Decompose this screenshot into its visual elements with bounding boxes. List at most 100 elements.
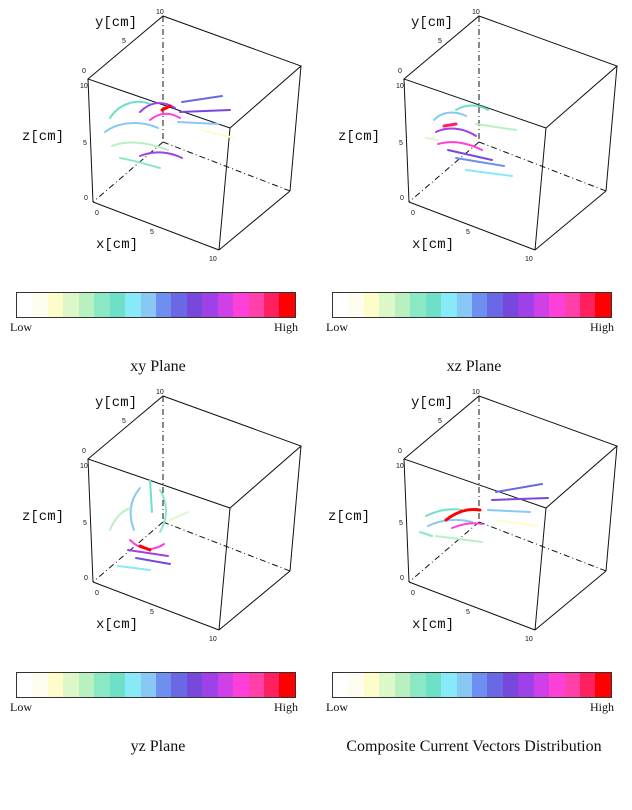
cube-hidden-edge [162,141,291,192]
y-tick-10: 10 [472,9,480,16]
colorbar-high-label: High [274,700,298,714]
colorbar-swatch [518,293,534,317]
cube-edge [92,201,220,251]
panel-caption: xz Plane [446,358,502,375]
colorbar-swatch [333,673,349,697]
colorbar-swatch [333,293,349,317]
colorbar-low-label: Low [10,320,32,334]
colorbar-swatch [125,673,141,697]
y-tick-5: 5 [122,38,126,45]
colorbar-swatch [233,673,249,697]
colorbar-swatch [564,293,580,317]
colorbar-swatch [379,293,395,317]
cube-edge [534,127,547,251]
colorbar-swatch [564,673,580,697]
cube-edge [218,507,231,631]
z-tick-0: 0 [400,195,404,202]
cube-edge [289,65,302,192]
x-tick-0: 0 [95,590,99,597]
colorbar-swatch [441,293,457,317]
z-tick-0: 0 [400,575,404,582]
x-axis-label: x[cm] [412,617,454,633]
colorbar-swatch [202,673,218,697]
colorbar-swatch [78,673,95,697]
colorbar-swatch [47,293,64,317]
colorbar-swatch [595,673,611,697]
y-tick-0: 0 [82,448,86,455]
z-tick-5: 5 [83,140,87,147]
cube-edge [289,445,302,572]
y-tick-10: 10 [156,389,164,396]
cube-edge [403,458,410,583]
panel-xz-plane: y[cm] z[cm] x[cm] 10 5 0 10 5 0 0 5 10 L… [316,0,632,405]
z-tick-0: 0 [84,195,88,202]
z-tick-5: 5 [399,520,403,527]
colorbar [332,292,612,318]
colorbar-swatch [140,293,156,317]
cube-top-face [403,15,618,129]
x-tick-0: 0 [411,590,415,597]
cube-hidden-edge [408,521,480,583]
panel-yz-plane: y[cm] z[cm] x[cm] 10 5 0 10 5 0 0 5 10 L… [0,380,316,785]
colorbar-swatch [109,293,126,317]
y-tick-5: 5 [438,418,442,425]
z-axis-label: z[cm] [328,509,370,525]
cube-plot: y[cm] z[cm] x[cm] 10 5 0 10 5 0 0 5 10 [338,9,618,263]
panel-composite: y[cm] z[cm] x[cm] 10 5 0 10 5 0 0 5 10 L… [316,380,632,785]
colorbar-swatch [502,293,519,317]
current-vectors [109,479,189,571]
cube-edge [408,581,536,631]
y-tick-0: 0 [398,68,402,75]
panel-xy-plane: y[cm] z[cm] x[cm] 10 5 0 10 5 0 0 5 10 L… [0,0,316,405]
colorbar-swatch [348,673,364,697]
cube-edge [218,570,291,631]
y-tick-10: 10 [156,9,164,16]
cube-top-face [87,395,302,509]
colorbar-swatch [471,293,488,317]
colorbar-swatch [441,673,457,697]
cube-plot: y[cm] z[cm] x[cm] 10 5 0 10 5 0 0 5 10 [22,9,302,263]
colorbar-swatch [363,673,380,697]
x-axis-label: x[cm] [96,237,138,253]
panel-caption: Composite Current Vectors Distribution [346,738,602,755]
y-tick-10: 10 [472,389,480,396]
colorbar-swatch [379,673,395,697]
cube-hidden-edge [408,141,480,203]
colorbar-swatch [580,673,596,697]
cube-edge [92,581,220,631]
colorbar-low-label: Low [10,700,32,714]
cube-hidden-edge [92,141,164,203]
cube-plot: y[cm] z[cm] x[cm] 10 5 0 10 5 0 0 5 10 [328,389,618,643]
colorbar-swatch [363,293,380,317]
y-tick-0: 0 [82,68,86,75]
colorbar-swatch [186,673,203,697]
cube-edge [605,65,618,192]
y-tick-5: 5 [438,38,442,45]
z-tick-10: 10 [80,463,88,470]
colorbar-swatch [63,673,79,697]
colorbar-swatch [487,293,503,317]
colorbar-swatch [125,293,141,317]
colorbar-swatch [32,293,48,317]
x-axis-label: x[cm] [96,617,138,633]
cube-top-face [403,395,618,509]
z-tick-0: 0 [84,575,88,582]
x-tick-10: 10 [525,636,533,643]
colorbar-swatch [233,293,249,317]
colorbar-swatch [394,673,411,697]
cube-hidden-edge [162,521,291,572]
colorbar-swatch [549,293,565,317]
cube-plot: y[cm] z[cm] x[cm] 10 5 0 10 5 0 0 5 10 [22,389,302,643]
y-axis-label: y[cm] [411,395,453,411]
cube-edge [408,201,536,251]
z-tick-5: 5 [399,140,403,147]
z-tick-10: 10 [396,83,404,90]
colorbar-high-label: High [590,700,614,714]
colorbar-swatch [502,673,519,697]
x-tick-5: 5 [150,609,154,616]
x-tick-10: 10 [525,256,533,263]
colorbar-swatch [580,293,596,317]
colorbar-swatch [17,673,33,697]
colorbar-swatch [78,293,95,317]
current-vectors [104,95,236,169]
